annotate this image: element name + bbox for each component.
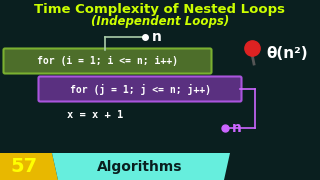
Polygon shape (0, 153, 58, 180)
Text: n: n (152, 30, 162, 44)
Text: for (i = 1; i <= n; i++): for (i = 1; i <= n; i++) (37, 56, 178, 66)
Text: (Independent Loops): (Independent Loops) (91, 15, 229, 28)
Text: 57: 57 (11, 157, 37, 176)
FancyBboxPatch shape (4, 48, 212, 73)
Text: n: n (232, 121, 242, 135)
Polygon shape (52, 153, 230, 180)
Text: x = x + 1: x = x + 1 (67, 110, 123, 120)
Text: Time Complexity of Nested Loops: Time Complexity of Nested Loops (35, 3, 285, 15)
Text: Algorithms: Algorithms (97, 159, 183, 174)
FancyBboxPatch shape (38, 76, 242, 102)
Text: θ(n²): θ(n²) (266, 46, 308, 62)
Text: for (j = 1; j <= n; j++): for (j = 1; j <= n; j++) (69, 84, 211, 95)
